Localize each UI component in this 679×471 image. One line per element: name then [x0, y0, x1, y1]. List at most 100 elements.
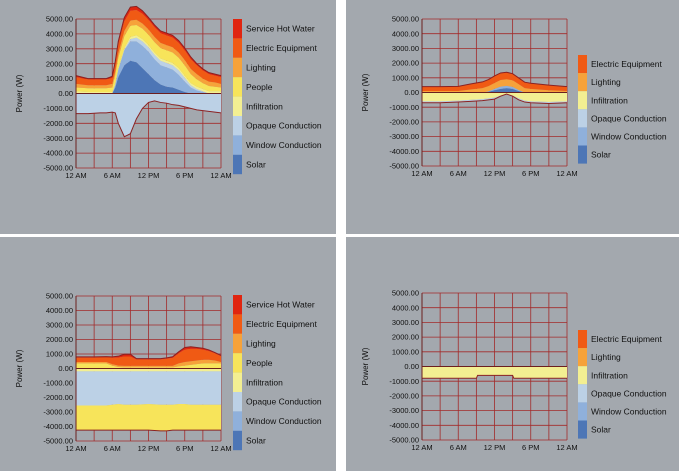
- legend-swatch-sol: [578, 420, 587, 439]
- y-tick-label: 5000.00: [392, 289, 419, 298]
- x-tick-label: 12 PM: [138, 171, 160, 180]
- legend-swatch-shw: [233, 295, 242, 315]
- y-tick-label: -2000.00: [389, 118, 419, 127]
- y-tick-label: -1000.00: [43, 379, 73, 388]
- legend-label: Opaque Conduction: [246, 397, 322, 407]
- x-tick-label: 6 PM: [176, 444, 194, 453]
- legend-label: Infiltration: [591, 95, 628, 105]
- y-tick-label: -3000.00: [389, 406, 419, 415]
- x-tick-label: 12 AM: [556, 443, 577, 452]
- legend-label: Electric Equipment: [591, 334, 663, 344]
- x-tick-label: 12 AM: [65, 171, 86, 180]
- x-tick-label: 6 AM: [104, 444, 121, 453]
- y-axis-label: Power (W): [361, 73, 370, 111]
- chart-panel-top-right: 5000.00 4000.00 3000.00 2000.00 1000.00 0.00 -…: [346, 0, 679, 234]
- legend-label: Electric Equipment: [246, 43, 318, 53]
- legend-label: Lighting: [591, 77, 621, 87]
- x-tick-label: 12 PM: [138, 444, 160, 453]
- y-tick-label: 5000.00: [46, 292, 73, 301]
- legend-swatch-ppl: [233, 353, 242, 373]
- legend-swatch-opq: [578, 109, 587, 128]
- x-tick-label: 6 PM: [176, 171, 194, 180]
- legend-swatch-lig: [578, 348, 587, 367]
- positive-envelope: [75, 5, 222, 80]
- y-axis-label: Power (W): [15, 349, 24, 387]
- y-tick-label: -1000.00: [43, 104, 73, 113]
- legend-label: Window Conduction: [246, 416, 322, 426]
- area-pos-eeq: [76, 10, 221, 86]
- y-tick-label: -3000.00: [43, 408, 73, 417]
- area-pos-ppl: [76, 24, 221, 93]
- area-neg-opq: [76, 93, 221, 137]
- legend-swatch-win: [233, 411, 242, 431]
- legend-label: Electric Equipment: [246, 319, 318, 329]
- legend-label: People: [246, 358, 273, 368]
- y-tick-label: 1000.00: [392, 347, 419, 356]
- legend-swatch-inf: [578, 91, 587, 110]
- legend-label: People: [246, 82, 273, 92]
- x-tick-label: 6 PM: [522, 169, 540, 178]
- y-tick-label: 0.00: [404, 362, 419, 371]
- area-pos-eeq: [76, 348, 221, 366]
- y-tick-label: -4000.00: [389, 421, 419, 430]
- area-neg-inf: [422, 92, 567, 103]
- x-tick-label: 6 AM: [450, 169, 467, 178]
- y-tick-label: 1000.00: [46, 350, 73, 359]
- legend-label: Window Conduction: [246, 140, 322, 150]
- chart-panel-bottom-right: 5000.00 4000.00 3000.00 2000.00 1000.00 0.00 -…: [346, 237, 679, 471]
- x-tick-label: 6 AM: [450, 443, 467, 452]
- legend-swatch-sol: [578, 145, 587, 164]
- y-tick-label: 0.00: [58, 89, 73, 98]
- area-pos-sol: [76, 60, 221, 94]
- negative-envelope: [422, 374, 567, 379]
- y-tick-label: 5000.00: [46, 15, 73, 24]
- area-neg-opq: [76, 371, 221, 406]
- legend-label: Lighting: [591, 352, 621, 362]
- y-tick-label: -5000.00: [43, 164, 73, 173]
- y-tick-label: 4000.00: [46, 30, 73, 39]
- legend-swatch-lig: [578, 73, 587, 92]
- legend-label: Infiltration: [246, 101, 283, 111]
- area-pos-lig: [76, 359, 221, 368]
- chart-panel-bottom-left: 5000.00 4000.00 3000.00 2000.00 1000.00 0.00 -…: [0, 237, 336, 471]
- area-pos-inf: [76, 35, 221, 94]
- legend-swatch-win: [578, 127, 587, 146]
- y-tick-label: 4000.00: [392, 29, 419, 38]
- y-tick-label: -1000.00: [389, 103, 419, 112]
- y-tick-label: 2000.00: [46, 59, 73, 68]
- legend-label: Solar: [246, 160, 266, 170]
- area-neg-inf: [76, 368, 221, 372]
- negative-envelope: [76, 100, 222, 138]
- y-tick-label: -2000.00: [389, 392, 419, 401]
- y-tick-label: -1000.00: [389, 377, 419, 386]
- legend-swatch-win: [233, 135, 242, 155]
- y-tick-label: -3000.00: [389, 132, 419, 141]
- area-pos-ppl: [76, 363, 221, 369]
- legend-swatch-inf: [233, 372, 242, 392]
- y-tick-label: 3000.00: [392, 318, 419, 327]
- legend-label: Service Hot Water: [246, 300, 315, 310]
- y-tick-label: 0.00: [58, 364, 73, 373]
- y-tick-label: 1000.00: [46, 74, 73, 83]
- y-tick-label: -2000.00: [43, 119, 73, 128]
- chart-top-left: 5000.00 4000.00 3000.00 2000.00 1000.00 0.00 -…: [15, 5, 322, 180]
- legend-label: Infiltration: [246, 377, 283, 387]
- area-pos-win: [76, 41, 221, 94]
- area-neg-ppl: [76, 404, 221, 431]
- y-tick-label: 3000.00: [392, 44, 419, 53]
- legend-label: Service Hot Water: [246, 24, 315, 34]
- x-tick-label: 12 AM: [210, 444, 231, 453]
- legend-label: Opaque Conduction: [591, 113, 667, 123]
- area-pos-win: [422, 85, 567, 93]
- y-tick-label: 2000.00: [392, 59, 419, 68]
- y-tick-label: -5000.00: [389, 436, 419, 445]
- legend-label: Infiltration: [591, 370, 628, 380]
- legend-label: Lighting: [246, 63, 276, 73]
- positive-envelope: [422, 71, 568, 88]
- y-tick-label: -5000.00: [389, 162, 419, 171]
- x-tick-label: 12 PM: [484, 443, 506, 452]
- x-tick-label: 6 PM: [522, 443, 540, 452]
- y-tick-label: 3000.00: [46, 44, 73, 53]
- x-tick-label: 6 AM: [104, 171, 121, 180]
- y-tick-label: 4000.00: [46, 306, 73, 315]
